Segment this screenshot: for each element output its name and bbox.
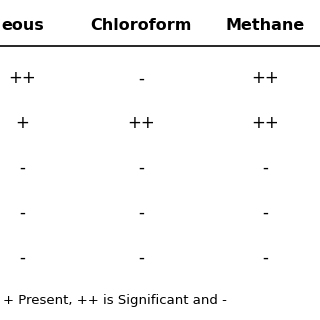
- Text: +: +: [15, 114, 29, 132]
- Text: + Present, ++ is Significant and -: + Present, ++ is Significant and -: [3, 294, 227, 307]
- Text: ++: ++: [127, 114, 155, 132]
- Text: ++: ++: [252, 69, 279, 87]
- Text: Methane: Methane: [226, 18, 305, 33]
- Text: -: -: [20, 204, 25, 222]
- Text: -: -: [138, 204, 144, 222]
- Text: -: -: [138, 159, 144, 177]
- Text: -: -: [20, 249, 25, 267]
- Text: -: -: [263, 249, 268, 267]
- Text: -: -: [138, 249, 144, 267]
- Text: ++: ++: [9, 69, 36, 87]
- Text: Chloroform: Chloroform: [90, 18, 191, 33]
- Text: eous: eous: [1, 18, 44, 33]
- Text: -: -: [138, 69, 144, 87]
- Text: -: -: [263, 204, 268, 222]
- Text: ++: ++: [252, 114, 279, 132]
- Text: -: -: [20, 159, 25, 177]
- Text: -: -: [263, 159, 268, 177]
